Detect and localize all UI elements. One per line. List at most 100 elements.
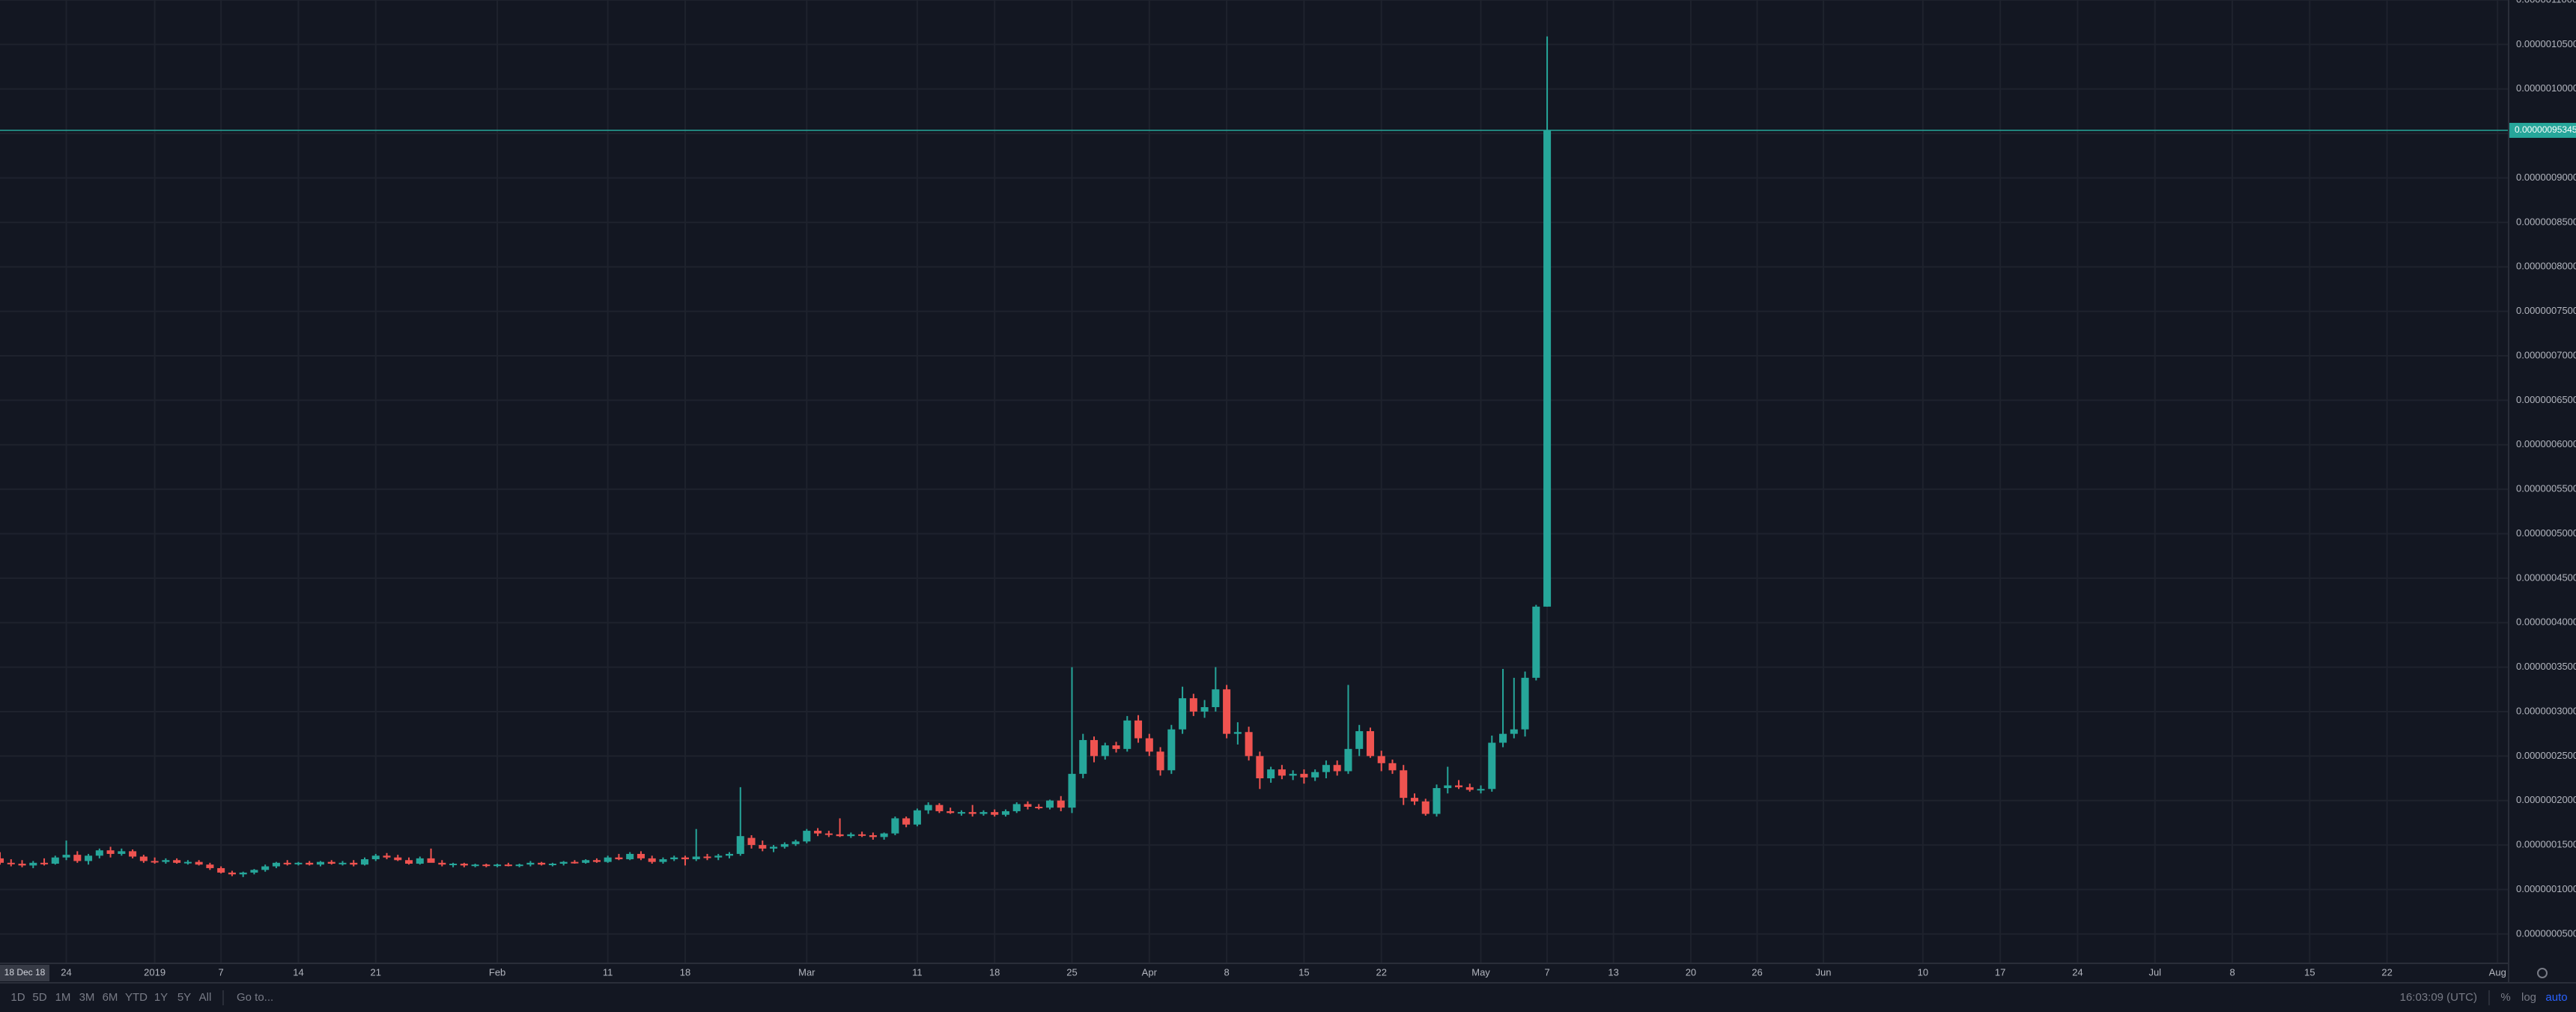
candle-body — [1333, 765, 1341, 772]
candle-body — [1156, 751, 1164, 771]
x-tick-label: 18 — [680, 966, 690, 978]
candle-body — [73, 855, 82, 861]
settings-icon[interactable] — [2537, 968, 2548, 978]
candle-body — [394, 857, 402, 861]
auto-toggle[interactable]: auto — [2545, 991, 2567, 1004]
candle-body — [1300, 774, 1308, 778]
range-button[interactable]: All — [199, 991, 212, 1004]
candle-body — [217, 867, 225, 873]
y-tick-label: 0.00000110000 — [2516, 0, 2576, 4]
x-tick-label: 24 — [2072, 966, 2083, 978]
candle-body — [803, 831, 811, 842]
candle-body — [195, 861, 203, 865]
candle-body — [173, 860, 181, 863]
range-button[interactable]: 1Y — [154, 991, 168, 1004]
candle-body — [979, 812, 988, 814]
candle-body — [1355, 731, 1364, 749]
candle-body — [338, 862, 347, 864]
candle-body — [526, 862, 535, 865]
candle-body — [582, 860, 590, 863]
percent-toggle[interactable]: % — [2500, 991, 2510, 1004]
candle-body — [957, 812, 965, 814]
candle-body — [780, 843, 789, 847]
range-button[interactable]: YTD — [125, 991, 148, 1004]
candle-body — [670, 857, 678, 860]
candle-body — [637, 853, 645, 858]
candle-body — [1477, 789, 1485, 791]
range-button[interactable]: 1D — [10, 991, 25, 1004]
candle-body — [703, 856, 711, 858]
candle-body — [1278, 769, 1286, 776]
x-tick-label: Jun — [1816, 966, 1832, 978]
candle-body — [968, 812, 976, 814]
candle-body — [1090, 739, 1099, 757]
x-tick-label: 20 — [1686, 966, 1696, 978]
candle-body — [1212, 689, 1220, 708]
candle-body — [836, 834, 844, 837]
candle-body — [1134, 720, 1143, 739]
candle-body — [692, 856, 700, 860]
candle-body — [106, 850, 115, 854]
candle-body — [1179, 698, 1187, 730]
candle-body — [51, 857, 59, 864]
candle-body — [1035, 807, 1043, 809]
candle-body — [40, 862, 49, 864]
x-tick-label: 17 — [1995, 966, 2005, 978]
candle-body — [316, 861, 324, 865]
x-tick-label: 21 — [371, 966, 381, 978]
candle-body — [438, 862, 446, 865]
candle-body — [991, 812, 999, 815]
range-button[interactable]: 1M — [55, 991, 71, 1004]
candle-body — [272, 862, 280, 867]
candle-body — [648, 858, 656, 862]
candle-body — [1145, 738, 1153, 752]
candle-body — [0, 858, 4, 863]
x-tick-label: Feb — [489, 966, 505, 978]
candle-body — [947, 810, 955, 813]
candle-body — [1167, 729, 1176, 771]
y-tick-label: 0.00000105000 — [2516, 38, 2576, 49]
range-button[interactable]: 5Y — [177, 991, 191, 1004]
candle-body — [759, 845, 767, 849]
candle-body — [1233, 732, 1242, 734]
candle-body — [1455, 785, 1463, 787]
candle-body — [1289, 774, 1297, 776]
goto-button[interactable]: Go to... — [237, 991, 273, 1004]
candle-body — [858, 834, 866, 836]
candle-body — [228, 872, 236, 875]
candle-body — [405, 860, 413, 864]
candle-body — [327, 861, 335, 864]
grid — [0, 0, 2509, 963]
x-tick-label: 13 — [1608, 966, 1618, 978]
x-tick-label: 15 — [1298, 966, 1309, 978]
candle-body — [792, 841, 800, 844]
range-button[interactable]: 3M — [79, 991, 95, 1004]
x-tick-label: 10 — [1918, 966, 1928, 978]
candle-body — [294, 862, 303, 864]
candle-body — [162, 860, 170, 862]
log-toggle[interactable]: log — [2521, 991, 2536, 1004]
range-button[interactable]: 6M — [103, 991, 118, 1004]
candle-body — [360, 859, 369, 865]
candle-body — [427, 858, 435, 863]
candle-body — [1079, 739, 1087, 775]
x-tick-label: Mar — [798, 966, 815, 978]
candle-body — [935, 805, 944, 811]
candle-body — [482, 864, 490, 867]
x-tick-label: 8 — [1224, 966, 1229, 978]
candle-body — [1068, 774, 1076, 808]
candle-body — [85, 855, 93, 861]
range-button[interactable]: 5D — [32, 991, 46, 1004]
candle-body — [902, 818, 911, 825]
candle-body — [1200, 707, 1209, 712]
candle-body — [770, 846, 778, 849]
candle-body — [283, 862, 291, 864]
